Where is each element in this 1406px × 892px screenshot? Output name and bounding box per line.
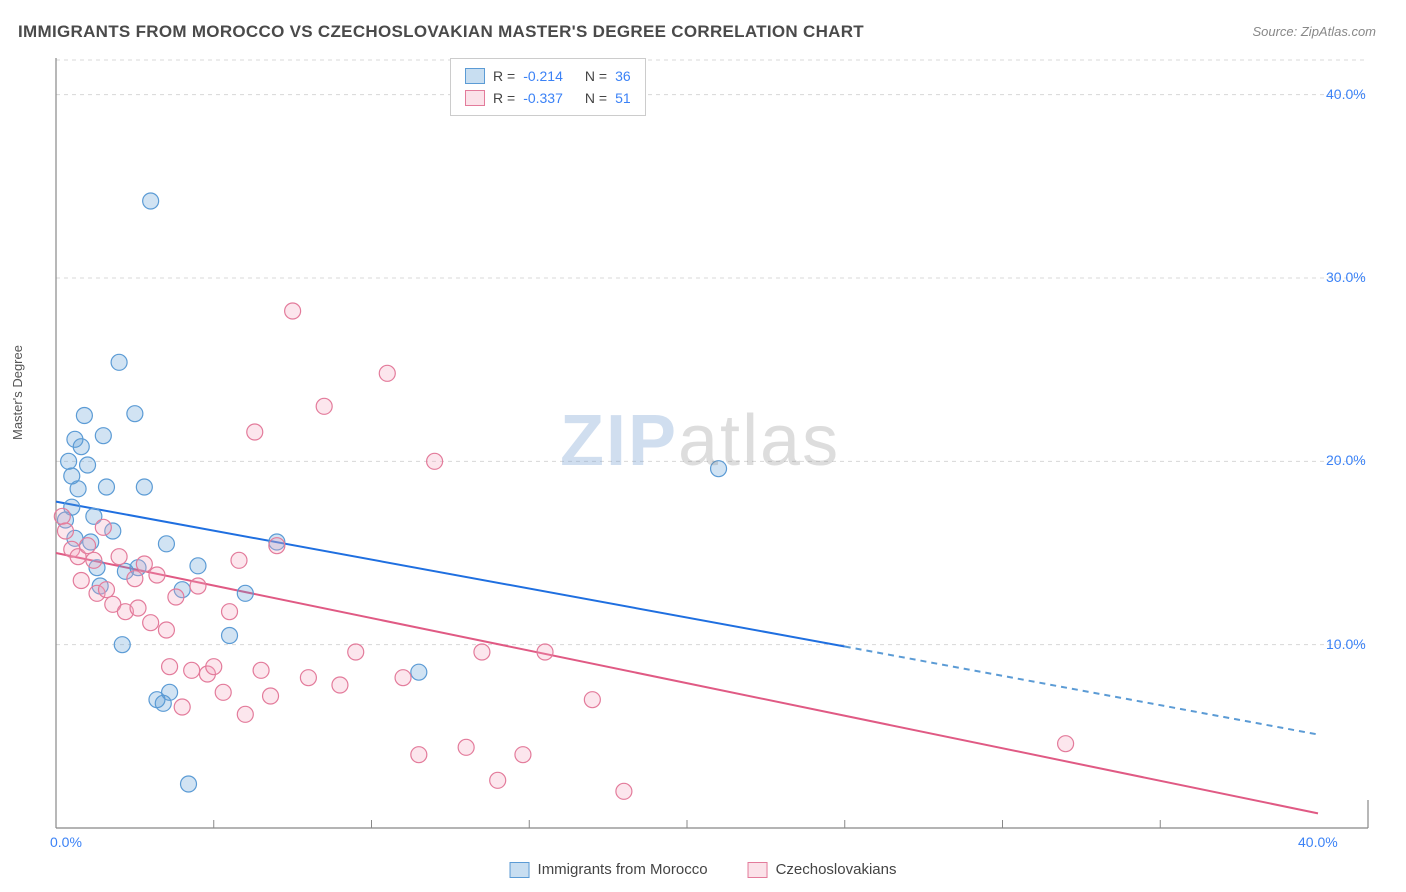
chart-area [48, 58, 1378, 838]
legend-row-czech: R = -0.337N = 51 [465, 87, 631, 109]
y-tick-label: 30.0% [1326, 269, 1366, 285]
series-legend: Immigrants from Morocco Czechoslovakians [510, 861, 897, 878]
legend-item-czech: Czechoslovakians [748, 861, 897, 878]
legend-row-morocco: R = -0.214N = 36 [465, 65, 631, 87]
y-tick-label: 20.0% [1326, 452, 1366, 468]
y-axis-label: Master's Degree [10, 345, 25, 440]
correlation-legend: R = -0.214N = 36R = -0.337N = 51 [450, 58, 646, 116]
source-label: Source: ZipAtlas.com [1252, 24, 1376, 39]
x-tick-label: 0.0% [50, 834, 82, 850]
x-tick-label: 40.0% [1298, 834, 1338, 850]
y-tick-label: 40.0% [1326, 86, 1366, 102]
chart-title: IMMIGRANTS FROM MOROCCO VS CZECHOSLOVAKI… [18, 22, 864, 42]
legend-item-morocco: Immigrants from Morocco [510, 861, 708, 878]
scatter-chart-svg [48, 58, 1378, 838]
y-tick-label: 10.0% [1326, 636, 1366, 652]
